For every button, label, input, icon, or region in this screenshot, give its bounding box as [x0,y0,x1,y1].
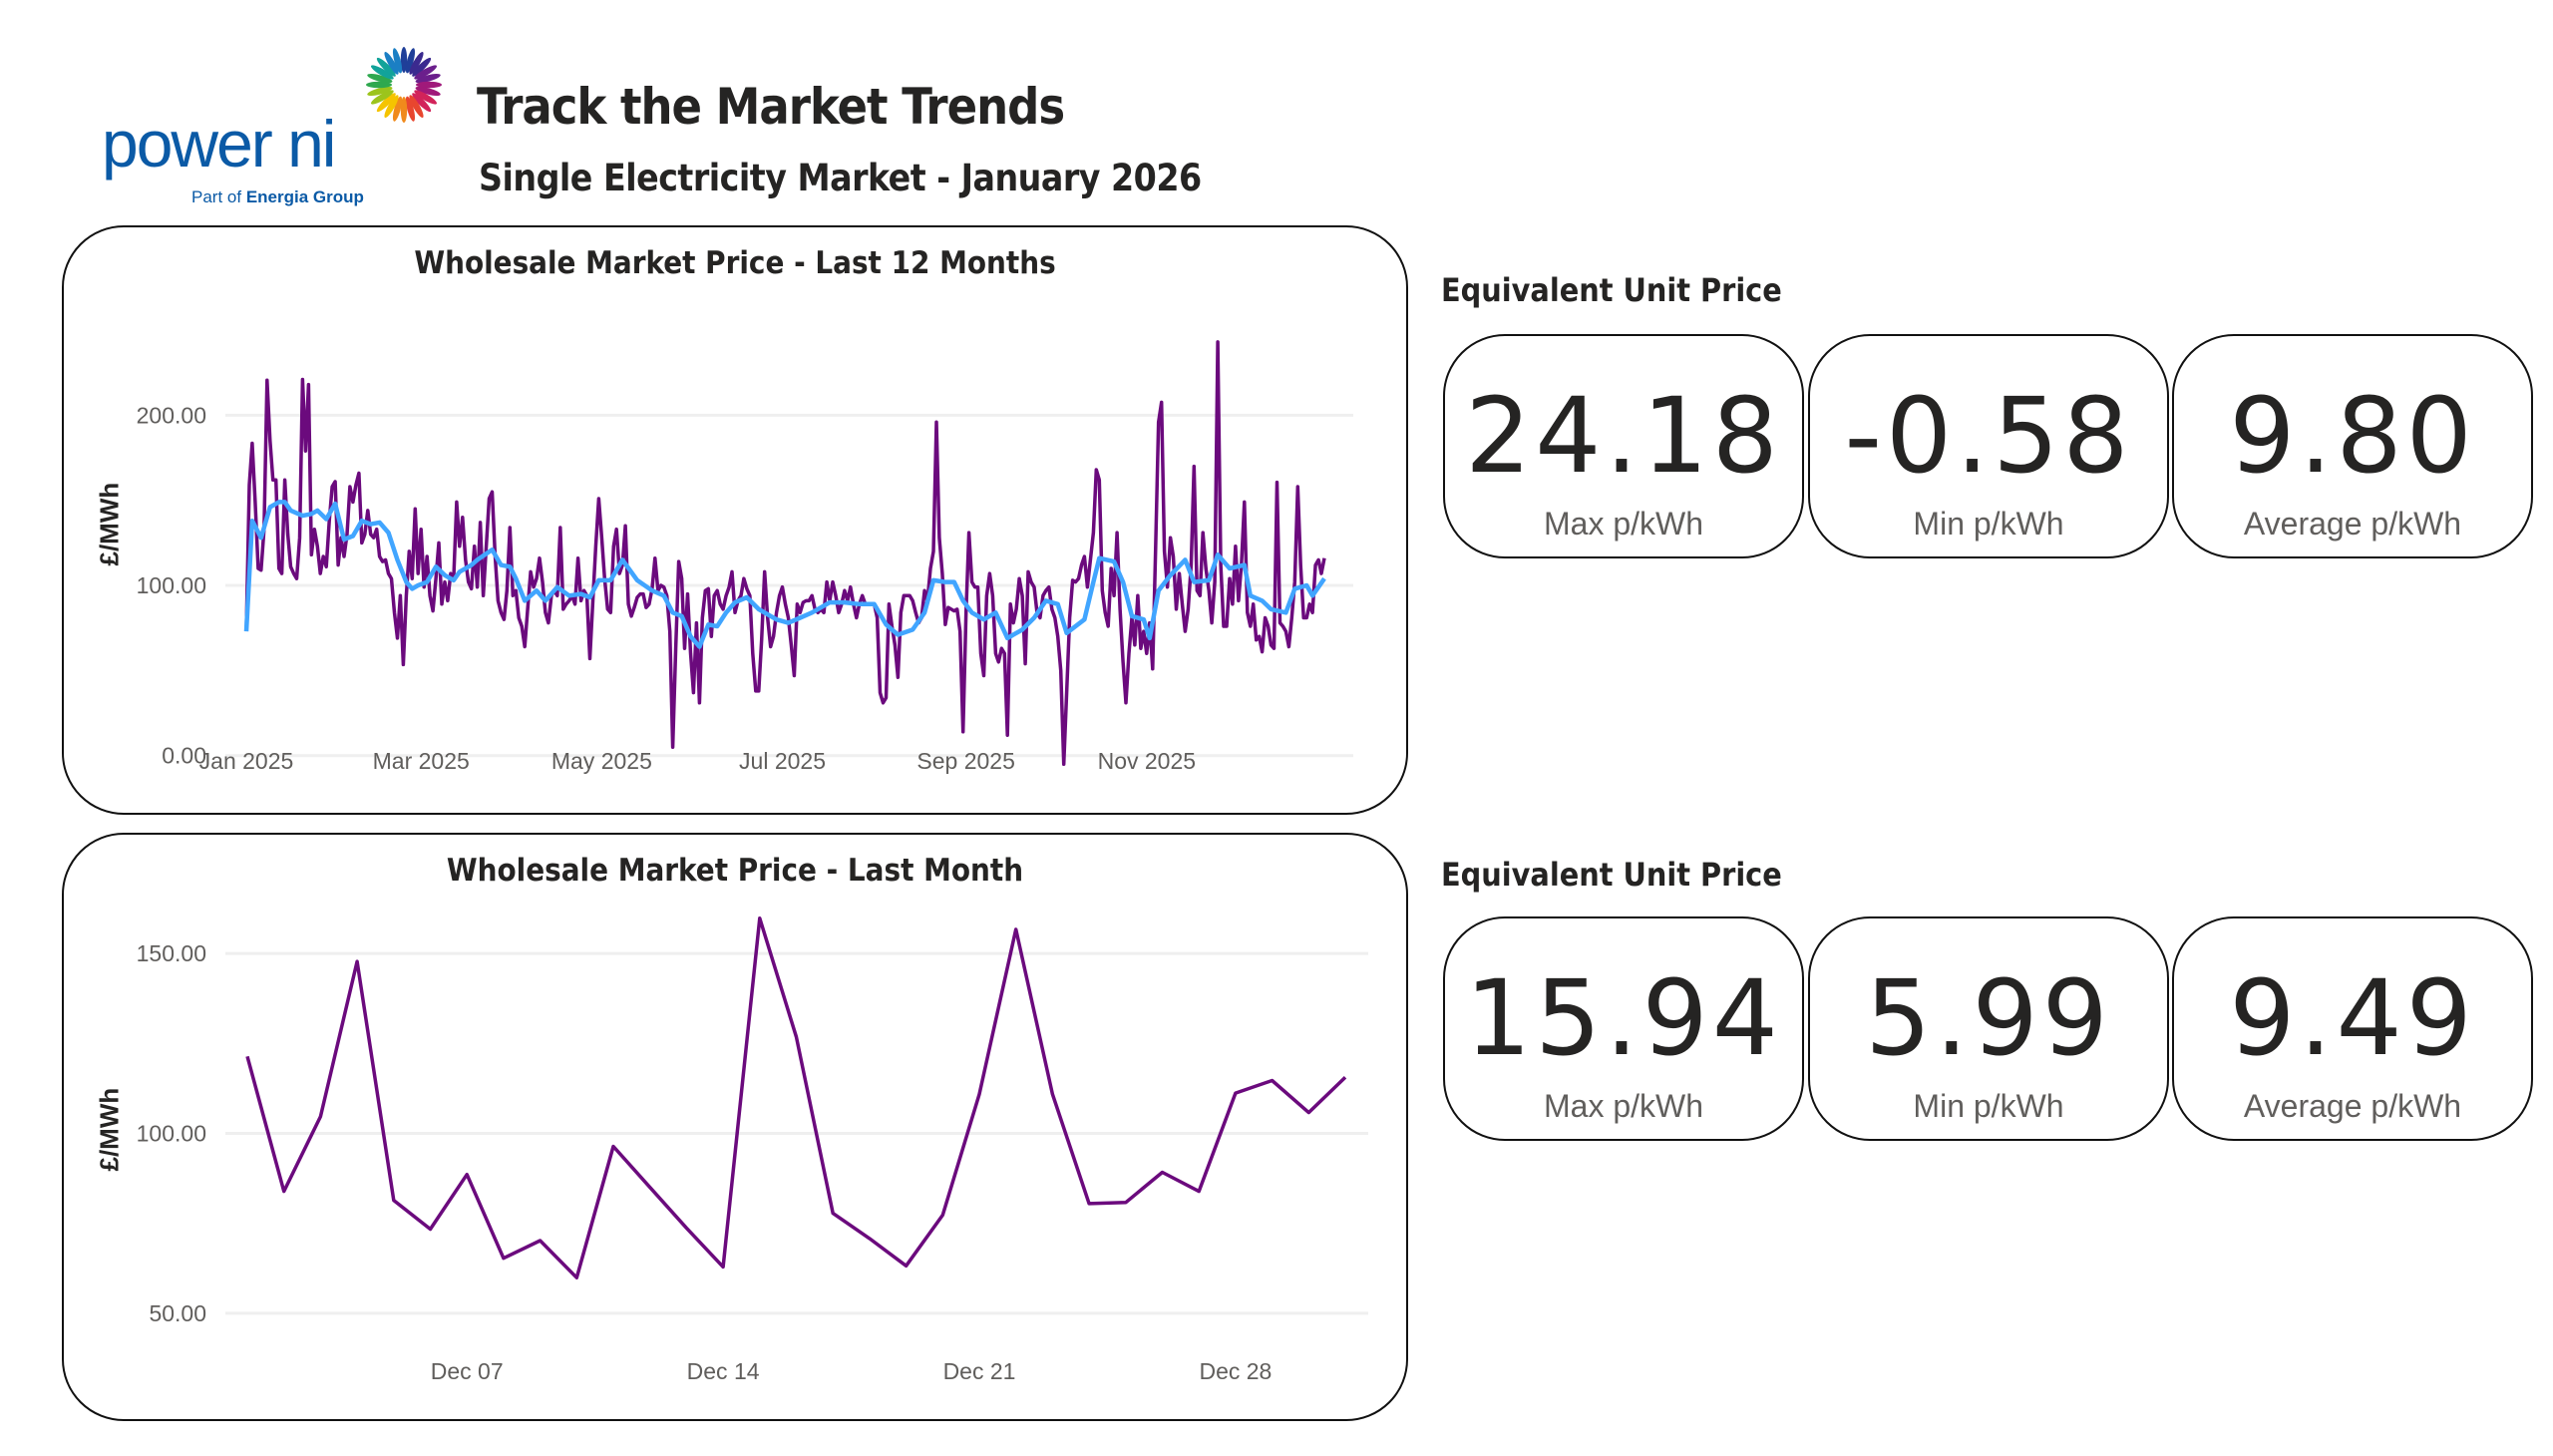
kpi-label: Max p/kWh [1543,506,1704,542]
kpi-value: 9.80 [2229,375,2476,497]
series-line-price[interactable] [245,916,1347,1279]
y-tick-label: 100.00 [137,572,206,598]
x-tick-label: Jul 2025 [739,748,826,774]
sunburst-petal [400,97,408,123]
y-tick-label: 0.00 [162,743,206,769]
kpi-card-max: 24.18 Max p/kWh [1443,334,1804,558]
kpi-value: 9.49 [2229,957,2476,1079]
kpi-card-average: 9.49 Average p/kWh [2172,916,2533,1141]
sunburst-petal [366,81,392,89]
logo-wordmark: power ni [102,107,334,181]
kpi-label: Min p/kWh [1913,1088,2064,1124]
x-tick-label: Sep 2025 [916,748,1014,774]
kpi-heading: Equivalent Unit Price [1441,856,1782,894]
sunburst-petal [384,51,399,75]
page-subtitle: Single Electricity Market - January 2026 [479,157,1202,199]
sunburst-petal [412,93,432,113]
sunburst-petal [376,57,396,77]
kpi-label: Min p/kWh [1913,506,2064,542]
sunburst-petal [415,86,441,97]
chart-title: Wholesale Market Price - Last 12 Months [414,245,1056,281]
sunburst-petal [414,65,438,80]
kpi-heading: Equivalent Unit Price [1441,271,1782,309]
sunburst-petal [370,65,394,80]
kpi-card-max: 15.94 Max p/kWh [1443,916,1804,1141]
sunburst-petal [376,93,396,113]
kpi-label: Average p/kWh [2243,506,2462,542]
kpi-label: Max p/kWh [1543,1088,1704,1124]
page-title: Track the Market Trends [477,78,1065,136]
sunburst-petal [409,51,424,75]
chart-title: Wholesale Market Price - Last Month [446,853,1024,889]
kpi-label: Average p/kWh [2243,1088,2462,1124]
x-tick-label: Jan 2025 [199,748,294,774]
sunburst-petal [405,48,416,74]
chart-last-month[interactable]: 50.00 100.00 150.00 Dec 07 Dec 14 Dec 21 Dec 2… [64,835,1410,1423]
x-tick-label: Dec 14 [687,1358,760,1384]
sunburst-petal [400,47,408,73]
series-line-average[interactable] [243,500,1326,649]
sunburst-petal [384,95,399,119]
kpi-value: 24.18 [1465,375,1782,497]
logo-tagline: Part of Energia Group [191,187,364,206]
sunburst-petal [367,86,393,97]
x-tick-label: Dec 07 [431,1358,504,1384]
x-tick-label: Dec 21 [943,1358,1016,1384]
y-axis-title: £/MWh [94,482,125,566]
sunburst-petal [392,48,403,74]
sunburst-petal [392,96,403,122]
sunburst-petal [370,90,394,105]
x-tick-label: May 2025 [551,748,652,774]
x-tick-label: Dec 28 [1199,1358,1272,1384]
sunburst-petal [415,73,441,84]
chart-card-last-month: 50.00 100.00 150.00 Dec 07 Dec 14 Dec 21 Dec 2… [62,833,1408,1421]
sunburst-logo-icon: power ni Part of Energia Group [102,47,442,206]
sunburst-petal [412,57,432,77]
sunburst-petal [367,73,393,84]
y-tick-label: 50.00 [149,1300,206,1326]
y-axis-title: £/MWh [94,1087,125,1172]
power-ni-logo: power ni Part of Energia Group [100,45,449,214]
kpi-card-min: 5.99 Min p/kWh [1808,916,2169,1141]
x-tick-label: Mar 2025 [373,748,470,774]
kpi-value: -0.58 [1844,375,2133,497]
kpi-card-min: -0.58 Min p/kWh [1808,334,2169,558]
chart-card-12-months: 0.00 100.00 200.00 Jan 2025 Mar 2025 May 2025… [62,225,1408,815]
x-tick-label: Nov 2025 [1098,748,1196,774]
series-line-price[interactable] [244,340,1326,767]
y-tick-label: 150.00 [137,940,206,966]
y-tick-label: 100.00 [137,1121,206,1147]
kpi-card-average: 9.80 Average p/kWh [2172,334,2533,558]
kpi-value: 15.94 [1465,957,1782,1079]
kpi-value: 5.99 [1865,957,2112,1079]
chart-12-months[interactable]: 0.00 100.00 200.00 Jan 2025 Mar 2025 May 2025… [64,227,1410,817]
sunburst-petal [405,96,416,122]
sunburst-petal [416,81,442,89]
y-tick-label: 200.00 [137,402,206,428]
sunburst-petal [409,95,424,119]
sunburst-petal [414,90,438,105]
